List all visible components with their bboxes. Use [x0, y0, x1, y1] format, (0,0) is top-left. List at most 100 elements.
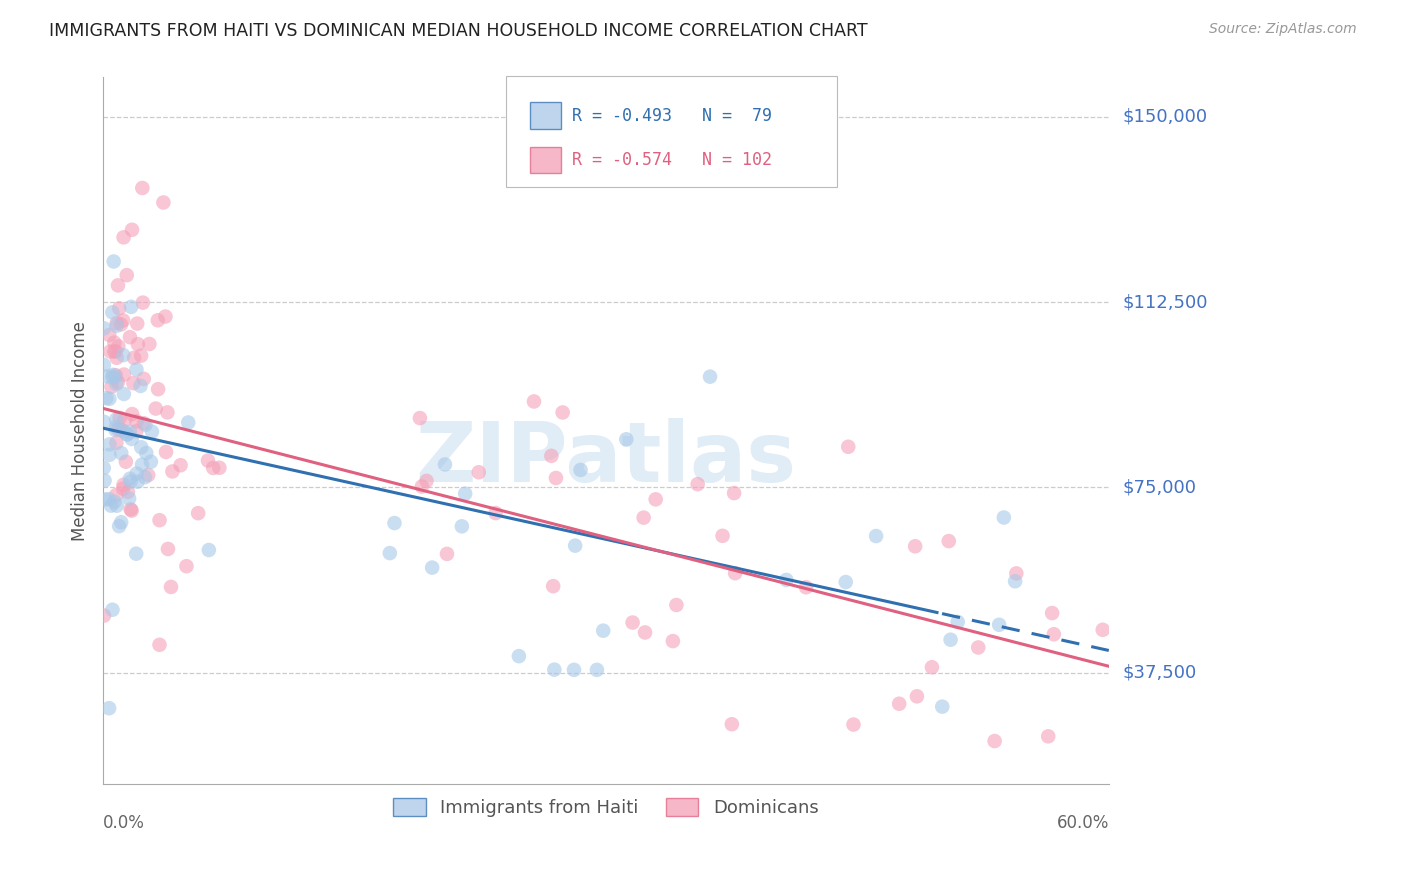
Legend: Immigrants from Haiti, Dominicans: Immigrants from Haiti, Dominicans [387, 790, 825, 824]
Point [93, 461, 115, 475]
Point [562, 663, 585, 677]
Point [1040, 606, 1063, 620]
Text: R = -0.493   N =  79: R = -0.493 N = 79 [572, 107, 772, 125]
Point [541, 579, 564, 593]
Point [105, 488, 128, 502]
Point [146, 382, 169, 396]
Point [117, 484, 139, 499]
Point [621, 615, 644, 630]
Point [633, 510, 655, 524]
Point [104, 368, 127, 383]
Point [93, 492, 115, 507]
Text: Source: ZipAtlas.com: Source: ZipAtlas.com [1209, 22, 1357, 37]
Point [132, 417, 155, 431]
Point [724, 566, 747, 581]
Point [104, 370, 127, 384]
Point [101, 370, 124, 384]
Point [1043, 627, 1066, 641]
Point [450, 519, 472, 533]
Point [415, 474, 437, 488]
Point [177, 416, 200, 430]
Point [115, 455, 138, 469]
Point [105, 412, 128, 426]
Point [98, 392, 121, 406]
Point [101, 368, 124, 382]
Point [127, 317, 149, 331]
Text: R = -0.574   N = 102: R = -0.574 N = 102 [572, 151, 772, 169]
Point [107, 375, 129, 389]
Point [115, 268, 138, 282]
Point [155, 445, 177, 459]
Point [138, 337, 160, 351]
Point [1004, 574, 1026, 589]
Point [586, 663, 609, 677]
Point [125, 547, 148, 561]
Point [103, 344, 125, 359]
Point [665, 598, 688, 612]
Point [132, 372, 155, 386]
Point [540, 449, 562, 463]
Point [156, 541, 179, 556]
Point [127, 337, 149, 351]
Point [134, 470, 156, 484]
Point [543, 663, 565, 677]
Point [122, 351, 145, 365]
Point [988, 617, 1011, 632]
Point [108, 301, 131, 316]
Point [208, 460, 231, 475]
Point [121, 223, 143, 237]
Point [409, 411, 432, 425]
Point [101, 603, 124, 617]
Point [98, 448, 121, 462]
Point [93, 321, 115, 335]
Point [146, 313, 169, 327]
Point [93, 415, 115, 429]
Point [135, 446, 157, 460]
Point [983, 734, 1005, 748]
Point [967, 640, 990, 655]
Point [939, 632, 962, 647]
Point [96, 391, 118, 405]
Point [112, 387, 135, 401]
Point [837, 440, 859, 454]
Point [835, 575, 858, 590]
Point [107, 423, 129, 437]
Point [842, 717, 865, 731]
Point [485, 506, 508, 520]
Point [723, 486, 745, 500]
Point [197, 453, 219, 467]
Point [931, 699, 953, 714]
Point [105, 318, 128, 333]
Point [108, 411, 131, 425]
Point [110, 318, 132, 332]
Point [141, 425, 163, 439]
Point [436, 547, 458, 561]
Point [108, 519, 131, 533]
Point [98, 344, 121, 359]
Point [454, 486, 477, 500]
Point [889, 697, 911, 711]
Point [112, 230, 135, 244]
Point [110, 423, 132, 437]
Point [121, 503, 143, 517]
Point [110, 446, 132, 460]
Point [127, 475, 149, 489]
Point [523, 394, 546, 409]
Point [634, 625, 657, 640]
Point [132, 295, 155, 310]
Point [1038, 729, 1060, 743]
Point [93, 358, 115, 372]
Text: 60.0%: 60.0% [1056, 814, 1109, 832]
Point [112, 313, 135, 327]
Point [904, 539, 927, 553]
Point [105, 420, 128, 434]
Point [131, 181, 153, 195]
Point [115, 427, 138, 442]
Point [98, 701, 121, 715]
Point [112, 424, 135, 438]
Y-axis label: Median Household Income: Median Household Income [72, 321, 89, 541]
Text: $150,000: $150,000 [1123, 108, 1208, 126]
Point [921, 660, 943, 674]
Point [105, 316, 128, 330]
Point [105, 376, 128, 391]
